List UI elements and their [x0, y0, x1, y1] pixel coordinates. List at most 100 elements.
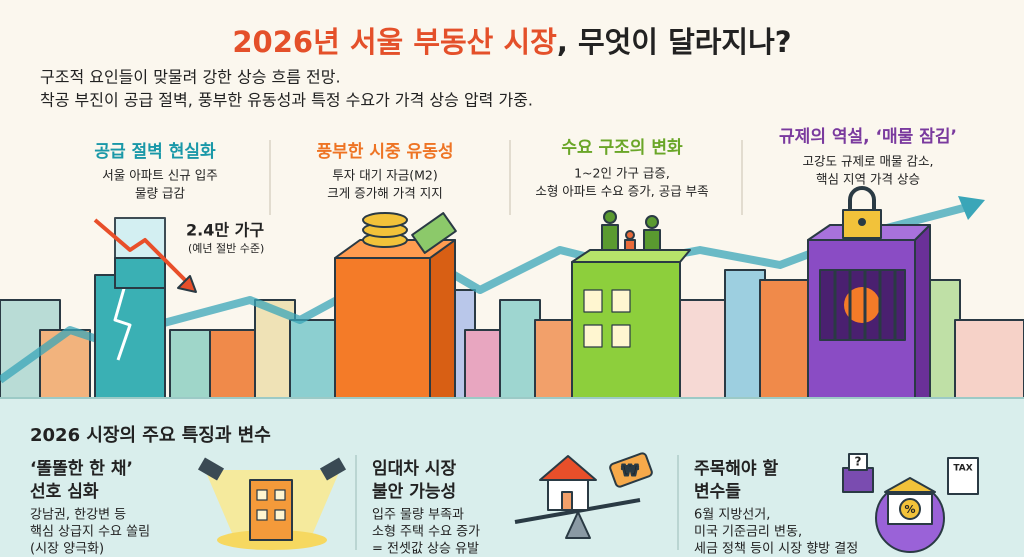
feature-body: 미국 기준금리 변동,	[694, 525, 802, 540]
spotlight-icon	[256, 509, 268, 521]
seesaw-icon: ₩	[514, 452, 653, 539]
variables-icon	[848, 453, 868, 471]
callout-note: (예년 절반 수준)	[188, 242, 264, 255]
percent-symbol: %	[904, 503, 915, 516]
building-regulation	[858, 218, 866, 226]
building-regulation	[848, 186, 876, 212]
building-supply	[93, 217, 197, 399]
building-supply	[113, 284, 132, 361]
title: 2026년 서울 부동산 시장, 무엇이 달라지나?	[232, 25, 791, 59]
building-liquidity	[411, 212, 457, 254]
building-demand	[624, 239, 636, 251]
variables-icon: ? % TAX	[842, 453, 979, 553]
pillar-heading: 풍부한 시중 유동성	[317, 142, 454, 162]
feature-body: (시장 양극화)	[30, 542, 104, 557]
building-supply	[94, 274, 166, 399]
building-regulation	[807, 186, 931, 399]
spotlight-icon	[256, 489, 268, 501]
building-supply	[114, 257, 166, 289]
pillar-line: 투자 대기 자금(M2)	[332, 168, 437, 183]
title-highlight: 2026년 서울 부동산 시장	[232, 25, 557, 59]
feature-title: 주목해야 할	[694, 459, 778, 479]
trend-arrow	[958, 196, 985, 220]
tax-label: TAX	[953, 464, 972, 474]
spotlight-icon	[319, 457, 347, 481]
feature-body: 핵심 상급지 수요 쏠림	[30, 525, 150, 540]
skyline	[954, 319, 1024, 399]
building-demand	[571, 210, 691, 399]
pillar-heading: 공급 절벽 현실화	[94, 141, 216, 162]
building-liquidity	[362, 212, 408, 228]
price-tag-symbol: ₩	[622, 462, 639, 480]
building-demand	[603, 210, 617, 224]
pillar-line: 서울 아파트 신규 입주	[102, 168, 217, 183]
building-regulation	[914, 224, 931, 399]
building-demand	[625, 230, 635, 240]
question-mark: ?	[855, 455, 862, 469]
feature-body: 강남권, 한강변 등	[30, 508, 126, 523]
variables-icon	[947, 457, 979, 495]
skyline	[39, 329, 91, 399]
variables-icon	[884, 477, 936, 493]
section-divider	[355, 455, 679, 550]
feature-title: 변수들	[694, 482, 741, 502]
skyline	[289, 319, 339, 399]
spotlight-icon	[256, 489, 286, 521]
building-liquidity	[334, 212, 457, 399]
building-regulation	[833, 270, 897, 340]
feature-title: 임대차 시장	[372, 458, 456, 479]
spotlight-icon	[274, 509, 286, 521]
building-demand	[583, 324, 603, 348]
building-demand	[643, 229, 661, 251]
pillar-line: 크게 증가해 가격 지지	[327, 186, 442, 201]
seesaw-icon	[539, 455, 597, 481]
spotlight-icon	[197, 457, 225, 481]
subtitle-line: 구조적 요인들이 맞물려 강한 상승 흐름 전망.	[40, 68, 341, 87]
skyline	[759, 279, 811, 399]
title-rest: , 무엇이 달라지나?	[557, 25, 792, 59]
building-liquidity	[334, 257, 431, 399]
building-liquidity	[429, 239, 456, 399]
feature-body: 소형 주택 수요 증가	[372, 525, 480, 540]
spotlight-icon	[197, 457, 347, 550]
pillar-heading: 규제의 역설, ‘매물 잠김’	[779, 127, 957, 147]
spotlight-icon	[249, 479, 293, 541]
building-supply	[93, 218, 192, 287]
seesaw-icon	[609, 452, 653, 488]
feature-title: 선호 심화	[30, 482, 99, 502]
pillar-line: 물량 급감	[135, 186, 185, 201]
pillar-line: 1~2인 가구 급증,	[574, 166, 670, 181]
building-demand	[571, 249, 691, 263]
skyline	[169, 329, 216, 399]
section-heading: 2026 시장의 주요 특징과 변수	[30, 425, 271, 446]
building-regulation	[844, 287, 880, 323]
callout: 2.4만 가구	[186, 221, 264, 240]
feature-body: 6월 지방선거,	[694, 508, 770, 523]
building-supply	[177, 275, 197, 293]
pillar-heading: 수요 구조의 변화	[561, 138, 683, 158]
feature-body: 입주 물량 부족과	[372, 508, 464, 523]
top-divider	[269, 140, 743, 215]
building-demand	[645, 215, 659, 229]
seesaw-icon	[565, 511, 591, 539]
building-demand	[611, 289, 631, 313]
pillar-line: 고강도 규제로 매물 감소,	[803, 154, 934, 169]
building-demand	[583, 289, 603, 313]
feature-title: ‘똘똘한 한 채’	[30, 459, 133, 479]
skyline	[209, 329, 259, 399]
spotlight-icon	[274, 489, 286, 501]
feature-body: 세금 정책 등이 시장 향방 결정	[694, 542, 858, 557]
seesaw-icon	[561, 491, 573, 511]
variables-icon	[899, 498, 921, 520]
feature-body: = 전셋값 상승 유발	[372, 542, 479, 557]
building-demand	[611, 324, 631, 348]
subtitle-line: 착공 부진이 공급 절벽, 풍부한 유동성과 특정 수요가 가격 상승 압력 가…	[40, 91, 533, 110]
pillar-line: 핵심 지역 가격 상승	[816, 172, 920, 187]
feature-title: 불안 가능성	[372, 482, 456, 502]
building-demand	[601, 224, 619, 251]
skyline	[534, 319, 576, 399]
skyline	[679, 299, 731, 399]
pillar-line: 소형 아파트 수요 증가, 공급 부족	[535, 184, 708, 199]
